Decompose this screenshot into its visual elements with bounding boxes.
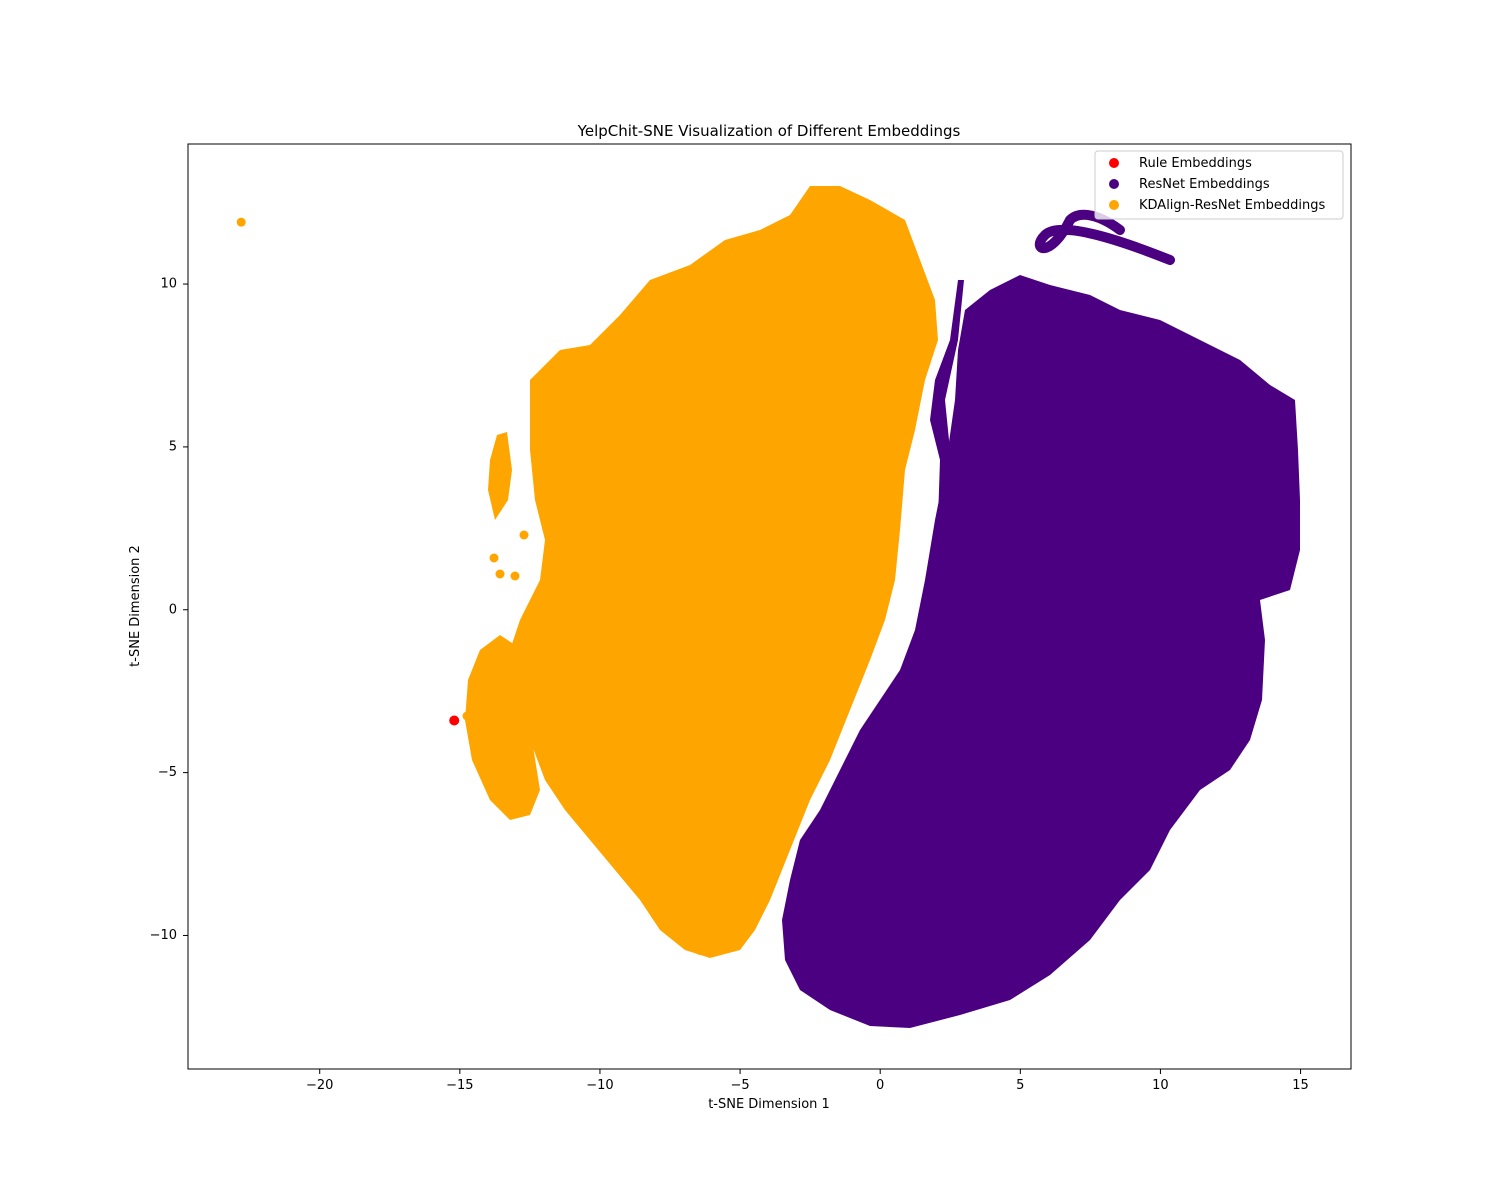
- kdalign-point: [519, 530, 529, 540]
- resnet-loop: [1034, 209, 1175, 265]
- kdalign-cluster: [236, 186, 938, 958]
- legend-label-kdalign: KDAlign-ResNet Embeddings: [1139, 198, 1326, 213]
- resnet-cluster-main: [782, 275, 1300, 1028]
- x-tick-label: 15: [1292, 1078, 1309, 1093]
- x-axis-label: t-SNE Dimension 1: [708, 1097, 830, 1112]
- rule-embedding-point: [449, 715, 460, 726]
- legend-label-resnet: ResNet Embeddings: [1139, 177, 1270, 192]
- resnet-cluster: [782, 209, 1300, 1028]
- legend-marker-kdalign: [1109, 200, 1119, 210]
- y-tick-label: 10: [160, 277, 177, 292]
- y-tick-label: −10: [150, 928, 177, 943]
- legend-marker-resnet: [1109, 179, 1119, 189]
- resnet-cluster-strand: [906, 280, 964, 745]
- kdalign-outlier-point: [236, 217, 246, 227]
- kdalign-point: [462, 711, 472, 721]
- legend-marker-rule: [1109, 158, 1119, 168]
- legend-box: [1094, 150, 1344, 220]
- x-axis: −20 −15 −10 −5 0 5 10 15: [306, 1069, 1309, 1093]
- x-tick-label: 5: [1016, 1078, 1024, 1093]
- kdalign-point: [489, 553, 499, 563]
- kdalign-point: [510, 571, 520, 581]
- y-tick-label: −5: [158, 765, 177, 780]
- y-axis-label: t-SNE Dimension 2: [128, 545, 143, 667]
- kdalign-cluster-arm: [488, 432, 512, 520]
- legend-label-rule: Rule Embeddings: [1139, 156, 1252, 171]
- chart-title: YelpChit-SNE Visualization of Different …: [577, 122, 961, 140]
- x-tick-label: −10: [586, 1078, 613, 1093]
- y-tick-label: 5: [169, 439, 177, 454]
- kdalign-point: [695, 945, 705, 955]
- x-tick-label: −15: [446, 1078, 473, 1093]
- kdalign-cluster-main: [510, 186, 938, 958]
- x-tick-label: −5: [730, 1078, 749, 1093]
- y-axis: −10 −5 0 5 10: [150, 277, 188, 943]
- kdalign-point: [495, 569, 505, 579]
- plot-frame: [187, 143, 1352, 1070]
- legend: Rule Embeddings ResNet Embeddings KDAlig…: [1094, 150, 1344, 220]
- x-tick-label: −20: [306, 1078, 333, 1093]
- points-layer: [236, 186, 1300, 1028]
- kdalign-cluster-tail: [465, 635, 540, 820]
- x-tick-label: 10: [1152, 1078, 1169, 1093]
- x-tick-label: 0: [876, 1078, 884, 1093]
- y-tick-label: 0: [169, 602, 177, 617]
